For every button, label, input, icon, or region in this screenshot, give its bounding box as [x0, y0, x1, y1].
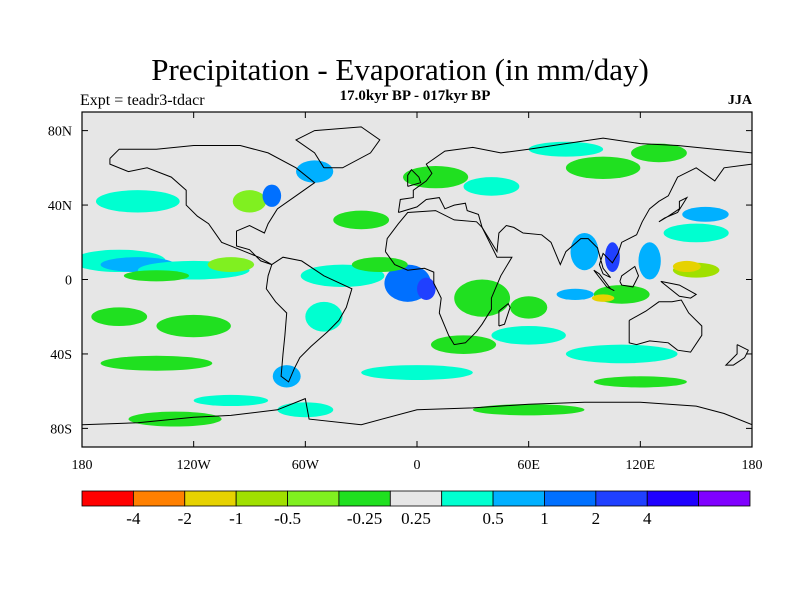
- field-anomaly-27: [565, 156, 641, 179]
- colorbar-swatch-6: [389, 490, 443, 507]
- coastline-0: [109, 145, 316, 266]
- field-anomaly-18: [591, 294, 615, 302]
- colorbar-swatch-9: [544, 490, 597, 507]
- x-tick-label: 60W: [292, 458, 320, 473]
- field-anomaly-43: [472, 404, 585, 416]
- colorbar-label: 0.5: [482, 509, 503, 528]
- field-anomaly-4: [207, 257, 255, 273]
- field-anomaly-24: [296, 160, 334, 183]
- colorbar-swatch-7: [441, 490, 494, 507]
- colorbar-swatch-1: [132, 490, 186, 507]
- field-anomaly-10: [510, 296, 548, 319]
- field-anomaly-37: [100, 355, 213, 371]
- field-anomaly-9: [454, 279, 511, 317]
- field-anomaly-34: [430, 335, 497, 354]
- colorbar-label: 1: [540, 509, 549, 528]
- colorbar-swatch-8: [492, 490, 545, 507]
- colorbar-label: -1: [229, 509, 243, 528]
- coastline-9: [660, 280, 698, 299]
- colorbar-label: -0.25: [347, 509, 382, 528]
- coastline-10: [658, 196, 689, 223]
- field-anomaly-39: [272, 365, 301, 388]
- x-tick-label: 180: [72, 458, 93, 473]
- field-anomaly-15: [672, 260, 701, 273]
- experiment-label: Expt = teadr3-tdacr: [80, 92, 205, 109]
- colorbar: -4 -2 -1 -0.5 -0.25 0.25 0.5 1 2 4: [81, 490, 751, 528]
- colorbar-swatch-0: [81, 490, 134, 507]
- field-anomaly-38: [361, 365, 473, 380]
- coastline-7: [593, 269, 615, 292]
- coastline-3: [384, 210, 513, 346]
- coastline-1: [265, 256, 353, 383]
- field-anomaly-29: [631, 143, 687, 163]
- colorbar-swatch-2: [184, 490, 237, 507]
- field-anomaly-32: [91, 307, 148, 327]
- y-tick-label: 40S: [50, 348, 72, 363]
- field-anomaly-7: [417, 277, 436, 300]
- colorbar-label: 4: [643, 509, 652, 528]
- coastlines: [82, 126, 752, 426]
- field-anomaly-20: [95, 190, 180, 213]
- coastline-11: [498, 302, 511, 327]
- field-anomaly-22: [262, 184, 282, 207]
- field-anomaly-12: [604, 242, 620, 273]
- coastline-8: [619, 265, 640, 288]
- field-anomaly-19: [556, 288, 594, 300]
- colorbar-label: 2: [592, 509, 601, 528]
- field-anomaly-30: [682, 206, 729, 222]
- coastline-5: [407, 168, 422, 187]
- colorbar-label: -4: [126, 509, 141, 528]
- colorbar-swatch-10: [595, 490, 648, 507]
- plot-subtitle: 17.0kyr BP - 017kyr BP: [339, 88, 491, 104]
- field-anomaly-3: [123, 270, 190, 282]
- coastline-6: [628, 299, 703, 353]
- y-tick-label: 80N: [48, 125, 72, 140]
- colorbar-swatch-5: [338, 490, 391, 507]
- field-anomaly-36: [565, 344, 678, 364]
- x-tick-label: 60E: [517, 458, 540, 473]
- colorbar-swatch-4: [287, 490, 340, 507]
- x-tick-label: 120E: [626, 458, 656, 473]
- colorbar-swatch-11: [646, 490, 700, 507]
- x-tick-label: 180: [742, 458, 763, 473]
- coastline-12: [82, 397, 752, 426]
- field-anomaly-40: [593, 376, 687, 388]
- map-axes: 180 120W 60W 0 60E 120E 180 80N 40N 0 40S 80S: [48, 112, 763, 473]
- y-tick-label: 40N: [48, 199, 72, 214]
- field-anomaly-33: [305, 301, 343, 332]
- field-anomaly-44: [193, 394, 269, 407]
- x-tick-label: 0: [414, 458, 421, 473]
- y-tick-label: 0: [65, 274, 72, 289]
- field-anomaly-16: [663, 223, 729, 243]
- x-tick-label: 120W: [177, 458, 212, 473]
- coastline-13: [724, 344, 749, 366]
- field-anomaly-28: [528, 141, 604, 157]
- field-anomaly-8: [351, 257, 408, 273]
- plot-title: Precipitation - Evaporation (in mm/day): [151, 52, 649, 87]
- field-anomaly-13: [638, 242, 661, 280]
- field-anomaly-42: [277, 402, 334, 418]
- season-label: JJA: [727, 93, 752, 108]
- coastline-4: [397, 137, 752, 279]
- colorbar-label: -0.5: [274, 509, 301, 528]
- field-anomaly-31: [156, 314, 231, 338]
- field-anomaly-21: [232, 190, 267, 213]
- field-anomaly-35: [491, 326, 566, 345]
- colorbar-swatch-3: [235, 490, 288, 507]
- colorbar-swatch-12: [698, 490, 751, 507]
- colorbar-label: 0.25: [401, 509, 431, 528]
- y-tick-label: 80S: [50, 422, 72, 437]
- coastline-2: [295, 126, 381, 169]
- field-anomaly-23: [333, 210, 390, 230]
- precip-minus-evap-field: [82, 141, 729, 427]
- colorbar-label: -2: [178, 509, 192, 528]
- field-anomaly-26: [463, 177, 520, 196]
